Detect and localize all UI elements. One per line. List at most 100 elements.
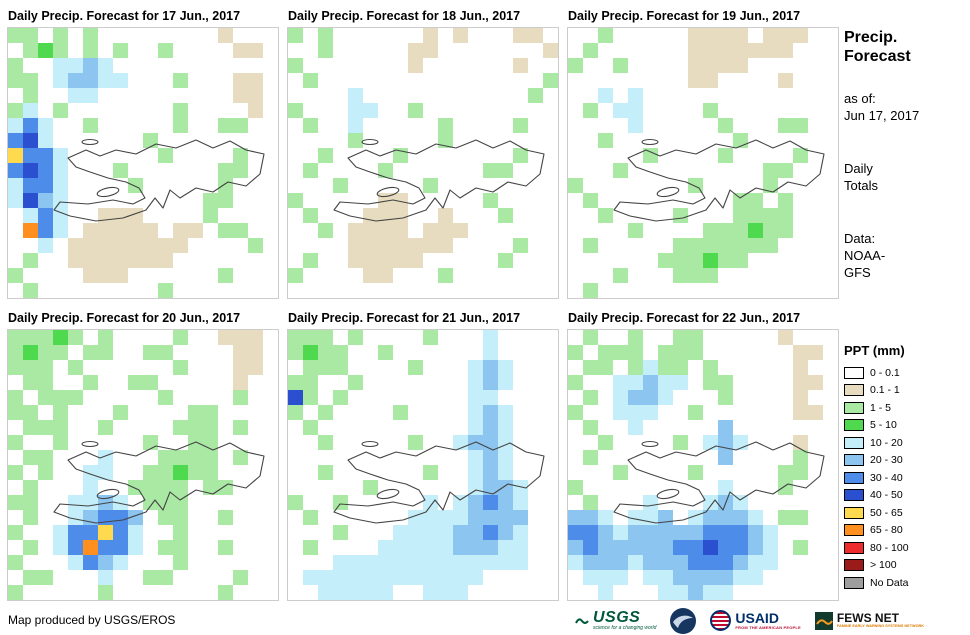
precip-cell — [143, 480, 158, 495]
precip-cell — [248, 480, 263, 495]
precip-cell — [263, 268, 278, 283]
precip-cell — [703, 223, 718, 238]
precip-cell — [8, 193, 23, 208]
precip-cell — [288, 360, 303, 375]
precip-cell — [393, 238, 408, 253]
forecast-panel-5: Daily Precip. Forecast for 21 Jun., 2017 — [287, 308, 559, 601]
precip-map-6 — [567, 329, 839, 601]
precip-cell — [393, 465, 408, 480]
precip-cell — [643, 208, 658, 223]
precip-cell — [598, 208, 613, 223]
precip-cell — [453, 375, 468, 390]
precip-cell — [673, 465, 688, 480]
precip-cell — [423, 435, 438, 450]
precip-cell — [378, 43, 393, 58]
precip-cell — [333, 133, 348, 148]
precip-cell — [203, 330, 218, 345]
precip-cell — [218, 223, 233, 238]
precip-cell — [263, 570, 278, 585]
precip-cell — [498, 253, 513, 268]
precip-cell — [218, 208, 233, 223]
precip-cell — [748, 480, 763, 495]
precip-cell — [318, 540, 333, 555]
precip-cell — [113, 73, 128, 88]
precip-cell — [513, 375, 528, 390]
precip-cell — [823, 525, 838, 540]
precip-cell — [468, 88, 483, 103]
precip-cell — [438, 253, 453, 268]
precip-cell — [583, 133, 598, 148]
precip-cell — [748, 268, 763, 283]
precip-cell — [513, 345, 528, 360]
precip-cell — [158, 253, 173, 268]
precip-cell — [378, 268, 393, 283]
precip-cell — [113, 223, 128, 238]
precip-cell — [23, 360, 38, 375]
usaid-tagline: FROM THE AMERICAN PEOPLE — [735, 624, 801, 630]
precip-cell — [128, 283, 143, 298]
precip-cell — [68, 163, 83, 178]
precip-cell — [658, 193, 673, 208]
as-of-block: as of: Jun 17, 2017 — [844, 90, 966, 124]
precip-cell — [303, 465, 318, 480]
precip-cell — [303, 193, 318, 208]
precip-cell — [748, 570, 763, 585]
precip-cell — [23, 193, 38, 208]
precip-cell — [173, 375, 188, 390]
precip-cell — [718, 525, 733, 540]
precip-map-1 — [7, 27, 279, 299]
precip-cell — [68, 525, 83, 540]
precip-cell — [748, 133, 763, 148]
precip-cell — [793, 480, 808, 495]
precip-cell — [378, 585, 393, 600]
precip-cell — [628, 73, 643, 88]
precip-cell — [453, 283, 468, 298]
precip-cell — [793, 103, 808, 118]
precip-cell — [38, 435, 53, 450]
precip-cell — [568, 495, 583, 510]
precip-cell — [233, 405, 248, 420]
precip-cell — [513, 435, 528, 450]
precip-cell — [233, 208, 248, 223]
precip-cell — [53, 435, 68, 450]
precip-cell — [378, 133, 393, 148]
precip-cell — [333, 193, 348, 208]
precip-cell — [438, 465, 453, 480]
precip-cell — [143, 540, 158, 555]
precip-cell — [763, 555, 778, 570]
precip-cell — [748, 28, 763, 43]
precip-cell — [598, 253, 613, 268]
precip-cell — [808, 133, 823, 148]
precip-cell — [498, 360, 513, 375]
precip-cell — [778, 510, 793, 525]
precip-cell — [263, 435, 278, 450]
precip-cell — [8, 238, 23, 253]
precip-cell — [733, 555, 748, 570]
precip-cell — [188, 43, 203, 58]
precip-cell — [658, 555, 673, 570]
precip-cell — [598, 420, 613, 435]
precip-cell — [793, 420, 808, 435]
precip-cell — [408, 28, 423, 43]
precip-cell — [348, 465, 363, 480]
precip-cell — [613, 435, 628, 450]
precip-cell — [203, 480, 218, 495]
precip-cell — [158, 283, 173, 298]
precip-cell — [643, 570, 658, 585]
precip-cell — [143, 360, 158, 375]
precip-cell — [793, 540, 808, 555]
precip-cell — [233, 540, 248, 555]
precip-cell — [233, 450, 248, 465]
precip-cell — [203, 268, 218, 283]
precip-cell — [748, 58, 763, 73]
precip-cell — [423, 253, 438, 268]
legend-label: 30 - 40 — [870, 471, 903, 484]
precip-cell — [113, 133, 128, 148]
precip-cell — [303, 390, 318, 405]
sidebar: Precip. Forecast as of: Jun 17, 2017 Dai… — [844, 28, 966, 592]
precip-cell — [408, 133, 423, 148]
precip-cell — [483, 58, 498, 73]
precip-cell — [393, 58, 408, 73]
precip-cell — [643, 223, 658, 238]
precip-cell — [98, 330, 113, 345]
